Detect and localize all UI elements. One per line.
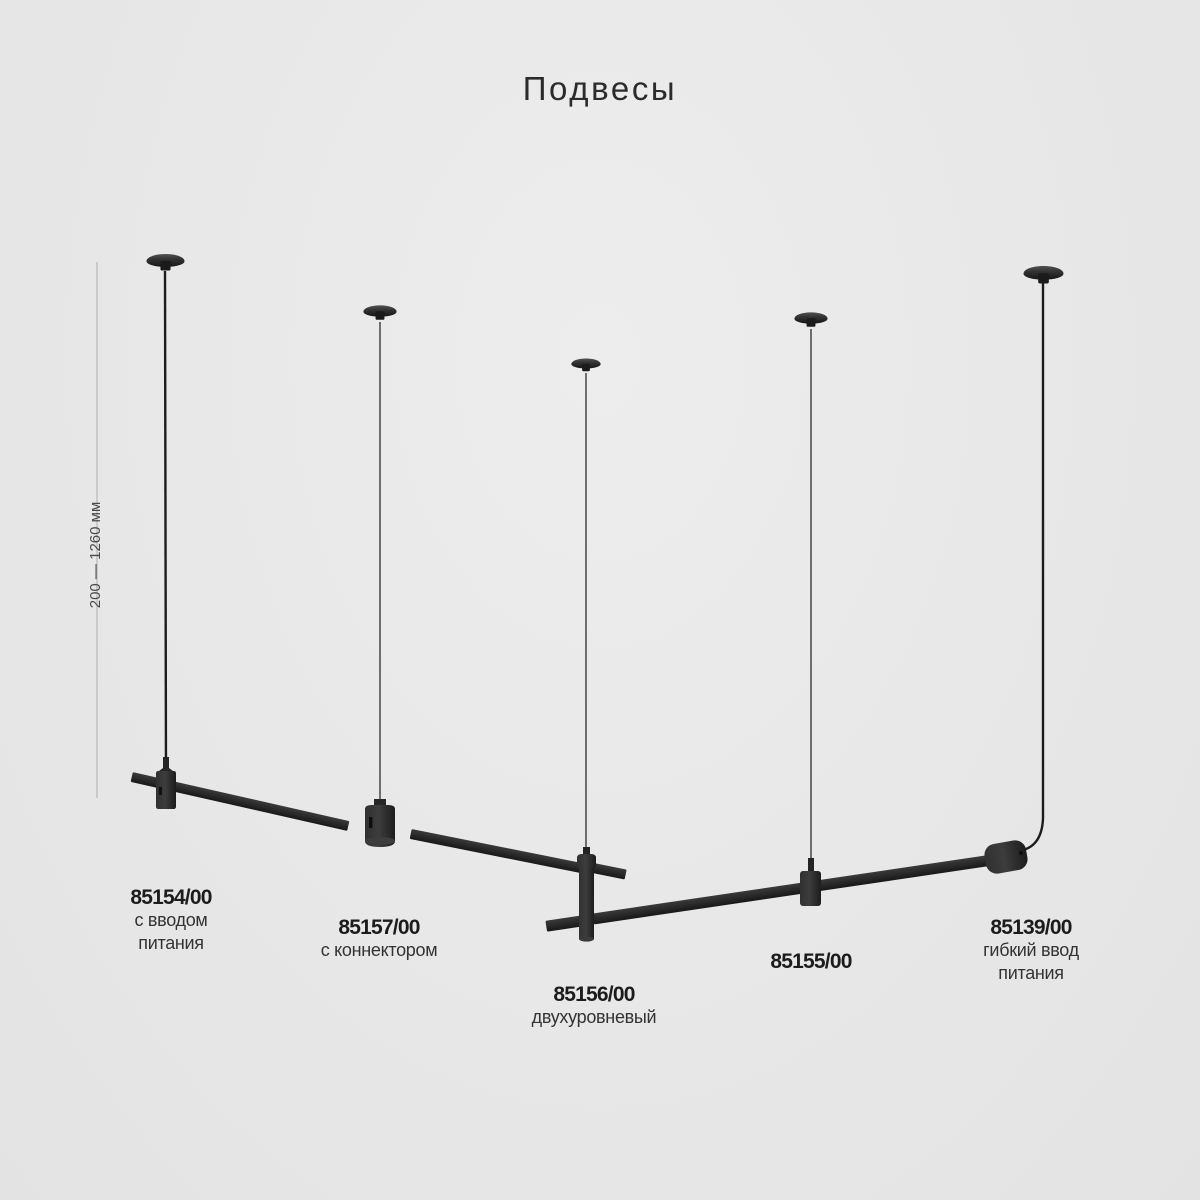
svg-text:200 — 1260 мм: 200 — 1260 мм	[87, 502, 104, 609]
